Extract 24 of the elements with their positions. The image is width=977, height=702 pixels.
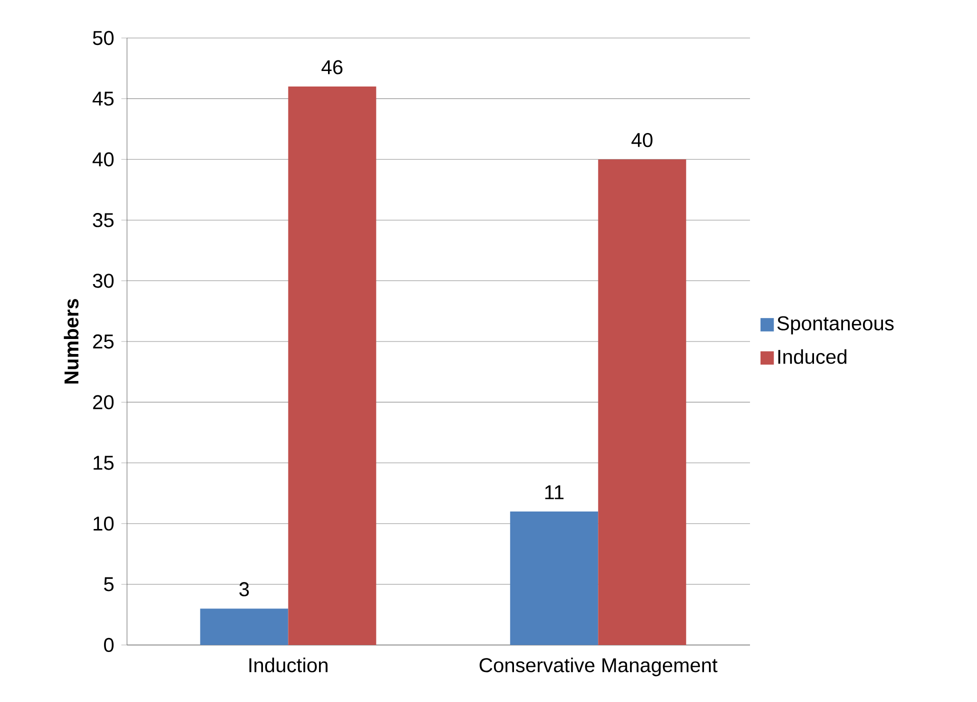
y-tick-label: 5 [104,577,114,592]
y-tick-label: 15 [94,456,114,470]
data-label: 40 [631,132,652,148]
bar [598,159,686,645]
bar [510,511,598,645]
y-tick-label: 45 [92,92,114,106]
y-tick-label: 40 [92,152,114,166]
y-tick-label: 30 [92,274,114,288]
data-label: 46 [322,60,342,74]
x-tick-label: Conservative Management [480,658,718,676]
y-tick-label: 0 [104,638,114,652]
y-axis-title: Numbers [64,298,79,384]
y-tick-label: 25 [93,334,114,349]
y-tick-label: 10 [94,516,114,531]
data-label: 3 [239,582,249,596]
y-tick-label: 20 [93,395,114,410]
bar [200,608,288,645]
legend-label: Induced [778,349,846,364]
y-tick-label: 50 [92,30,114,46]
x-tick-label: Induction [249,658,328,672]
y-tick-label: 35 [92,213,114,228]
legend-label: Spontaneous [777,316,894,334]
data-label: 11 [545,485,564,500]
bar [288,86,376,645]
